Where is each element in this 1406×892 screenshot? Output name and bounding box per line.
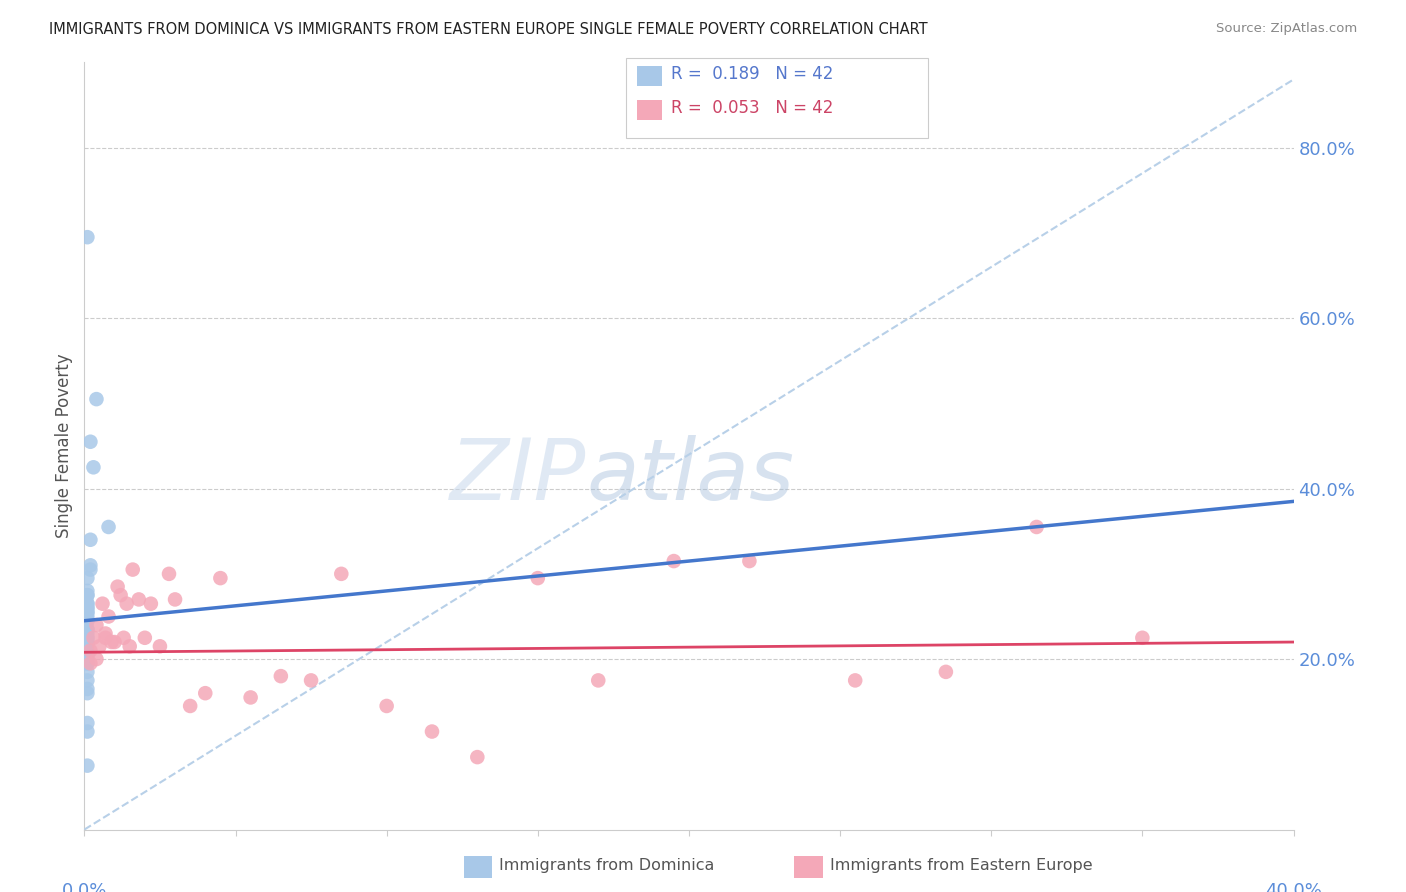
Point (330, 566, 353, 581)
Point (76, 640, 98, 654)
Point (76, 626, 98, 640)
Point (91, 597, 114, 611)
Point (134, 631, 156, 645)
Point (86, 392, 108, 406)
Point (76, 724, 98, 739)
Point (76, 583, 98, 598)
Point (76, 601, 98, 615)
Point (1130, 631, 1153, 645)
Point (76, 648, 98, 662)
Point (239, 690, 262, 705)
Point (467, 750, 489, 764)
Point (79, 643, 101, 657)
Text: ZIP: ZIP (450, 435, 586, 518)
Point (110, 588, 132, 602)
Text: IMMIGRANTS FROM DOMINICA VS IMMIGRANTS FROM EASTERN EUROPE SINGLE FEMALE POVERTY: IMMIGRANTS FROM DOMINICA VS IMMIGRANTS F… (49, 22, 928, 37)
Point (76, 605, 98, 619)
Point (76, 631, 98, 645)
Point (270, 669, 292, 683)
Point (165, 592, 187, 607)
Point (76, 657, 98, 671)
Point (375, 698, 398, 713)
Point (115, 597, 138, 611)
Point (420, 724, 443, 739)
Point (118, 640, 141, 654)
Point (209, 571, 232, 585)
Text: 0.0%: 0.0% (62, 882, 107, 892)
Point (194, 686, 217, 700)
Point (121, 563, 143, 577)
Point (76, 614, 98, 628)
Point (139, 597, 162, 611)
Point (76, 588, 98, 602)
Point (76, 758, 98, 772)
Point (76, 681, 98, 696)
Point (107, 580, 129, 594)
Point (79, 558, 101, 573)
Point (157, 566, 180, 581)
Point (76, 601, 98, 615)
Point (76, 673, 98, 688)
Text: Immigrants from Dominica: Immigrants from Dominica (499, 858, 714, 872)
Point (299, 673, 322, 688)
Point (100, 635, 122, 649)
Point (76, 635, 98, 649)
Point (76, 648, 98, 662)
Point (128, 592, 150, 607)
Point (76, 230, 98, 244)
Point (76, 643, 98, 657)
Point (79, 563, 101, 577)
Point (179, 698, 201, 713)
Point (86, 618, 108, 632)
Point (588, 673, 610, 688)
Point (76, 597, 98, 611)
Point (94, 631, 117, 645)
Point (82, 631, 104, 645)
Point (527, 571, 550, 585)
Text: R =  0.189   N = 42: R = 0.189 N = 42 (671, 65, 832, 83)
Point (76, 686, 98, 700)
Point (89, 640, 111, 654)
Point (79, 533, 101, 547)
Point (76, 622, 98, 636)
Point (76, 665, 98, 679)
Point (935, 665, 957, 679)
Point (76, 614, 98, 628)
Point (76, 716, 98, 731)
Point (1025, 520, 1047, 534)
Point (104, 635, 127, 649)
Point (79, 434, 101, 449)
Point (94, 626, 117, 640)
Point (76, 609, 98, 624)
Point (738, 554, 761, 568)
Text: atlas: atlas (586, 435, 794, 518)
Text: Source: ZipAtlas.com: Source: ZipAtlas.com (1216, 22, 1357, 36)
Point (82, 460, 104, 475)
Point (76, 631, 98, 645)
Point (76, 605, 98, 619)
Y-axis label: Single Female Poverty: Single Female Poverty (55, 354, 73, 538)
Point (76, 571, 98, 585)
Point (79, 657, 101, 671)
Point (662, 554, 685, 568)
Text: Immigrants from Eastern Europe: Immigrants from Eastern Europe (830, 858, 1092, 872)
Point (76, 657, 98, 671)
Text: 40.0%: 40.0% (1265, 882, 1322, 892)
Point (844, 673, 866, 688)
Point (76, 622, 98, 636)
Point (76, 635, 98, 649)
Text: R =  0.053   N = 42: R = 0.053 N = 42 (671, 99, 832, 117)
Point (112, 631, 135, 645)
Point (86, 652, 108, 666)
Point (76, 588, 98, 602)
Point (76, 597, 98, 611)
Point (76, 652, 98, 666)
Point (149, 640, 172, 654)
Point (97, 609, 120, 624)
Point (97, 520, 120, 534)
